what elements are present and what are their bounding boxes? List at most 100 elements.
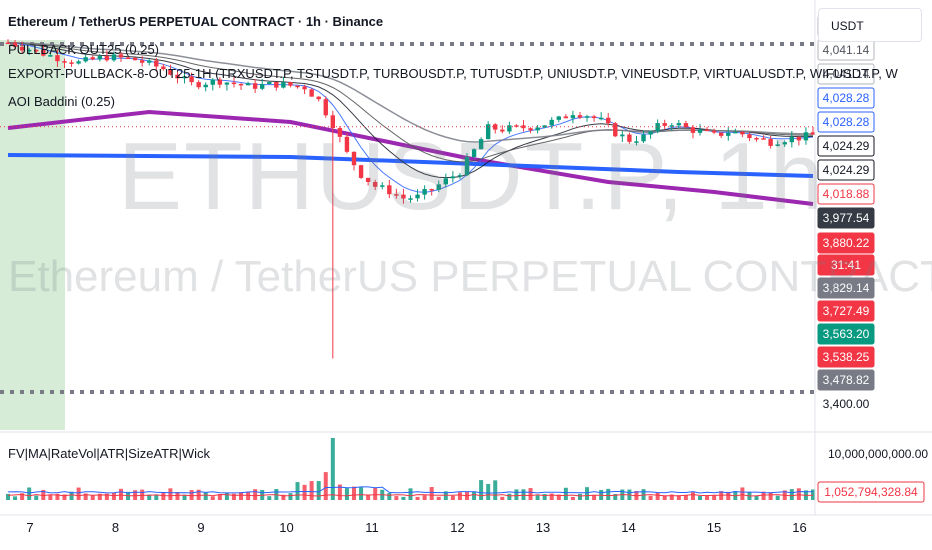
volume-bar [161,492,166,500]
price-label-box [817,183,875,205]
price-label: 3,727.49 [817,300,875,322]
volume-bar [789,489,794,500]
volume-bar [507,493,512,500]
candle-body [351,151,357,166]
price-label: 4,024.29 [817,135,875,157]
volume-bar [676,495,681,500]
candle-body [147,60,152,63]
volume-bar [20,493,25,500]
volume-bar [210,496,215,500]
candle-body [281,82,286,88]
volume-bar [712,495,717,500]
candle-body [196,82,201,88]
indicator-legend-1[interactable]: PULLBACK OUT25 (0.25) [8,42,160,57]
price-label-text: 4,028.28 [823,91,870,105]
volume-bar [13,496,18,500]
volume-bar [154,494,159,500]
price-label-text: 3,563.20 [823,327,870,341]
chart-title[interactable]: Ethereum / TetherUS PERPETUAL CONTRACT ·… [8,14,384,29]
volume-bar [34,495,39,500]
candle-body [528,128,533,131]
candle-body [132,57,138,61]
volume-bar [535,495,540,500]
candle-body [810,132,816,135]
price-label-box [817,393,875,415]
x-tick-label: 10 [279,520,293,535]
volume-current-box [817,481,925,503]
candle-body [570,115,576,119]
candle-body [726,132,731,136]
indicator-legend-2[interactable]: EXPORT-PULLBACK-8-OUT25-1H (TRXUSDT.P, T… [8,66,898,81]
volume-bar [683,495,688,500]
volume-bar [111,492,116,500]
candle-body [584,116,590,118]
currency-selector[interactable]: USDT [818,8,922,42]
volume-bar [168,488,173,500]
candle-body [556,116,561,120]
volume-bar [90,495,95,500]
volume-bar [570,496,575,500]
volume-bar [323,472,328,500]
price-axis-labels[interactable]: 4,047.734,041.144,041.144,028.284,028.28… [817,15,875,415]
volume-bar [556,494,561,500]
candle-body [76,61,81,64]
volume-bar [655,492,660,500]
volume-axis-labels: 10,000,000,000.00 1,052,794,328.84 [817,447,928,503]
volume-bar [436,496,441,500]
candle-body [450,176,456,179]
volume-bar [472,491,477,500]
price-label-text: 4,024.29 [823,163,870,177]
volume-bar [316,481,321,500]
candle-body [422,189,427,195]
x-tick-label: 8 [112,520,119,535]
volume-bar [147,494,152,500]
price-label-box [817,87,875,109]
candle-body [5,42,11,45]
volume-bar [429,487,434,500]
candle-body [676,123,682,126]
candle-body [655,123,660,132]
volume-bar [754,495,759,500]
candle-body [591,116,597,119]
candle-body [754,138,759,140]
price-label-box [817,63,875,85]
volume-indicator-legend[interactable]: FV|MA|RateVol|ATR|SizeATR|Wick [8,446,211,461]
volume-bar [698,495,703,500]
volume-bar [196,489,201,500]
volume-bar [203,492,208,500]
candle-body [175,74,180,79]
price-label: 4,024.29 [817,159,875,181]
volume-bar [118,488,123,500]
time-axis-labels[interactable]: 7 8 9 10 11 12 13 14 15 16 [26,520,806,535]
volume-bar [648,495,653,500]
name-watermark: Ethereum / TetherUS PERPETUAL CONTRACT [8,252,932,301]
candle-body [111,54,117,61]
candle-body [478,139,484,150]
price-label-text: 3,538.25 [823,350,870,364]
volume-bar [528,488,533,500]
volume-scale-label: 10,000,000,000.00 [828,447,928,461]
candle-body [697,129,703,133]
candle-body [245,83,251,86]
price-label-box [817,111,875,133]
candle-body [19,46,25,51]
candle-body [330,115,336,129]
price-label-text: 4,041.14 [823,43,870,57]
candle-body [372,181,378,187]
price-label: 4,028.28 [817,87,875,109]
volume-bar [6,493,10,500]
x-tick-label: 11 [365,520,379,535]
price-label-box [817,300,875,322]
candle-body [316,96,321,100]
indicator-legend-3[interactable]: AOI Baddini (0.25) [8,94,115,109]
candle-body [648,131,653,135]
price-label: 4,041.14 [817,63,875,85]
candle-body [387,185,392,195]
candle-body [471,149,477,157]
volume-bar [514,489,519,500]
candle-body [415,194,420,199]
candle-body [161,66,166,70]
candle-body [768,138,773,146]
volume-bar [479,480,484,500]
